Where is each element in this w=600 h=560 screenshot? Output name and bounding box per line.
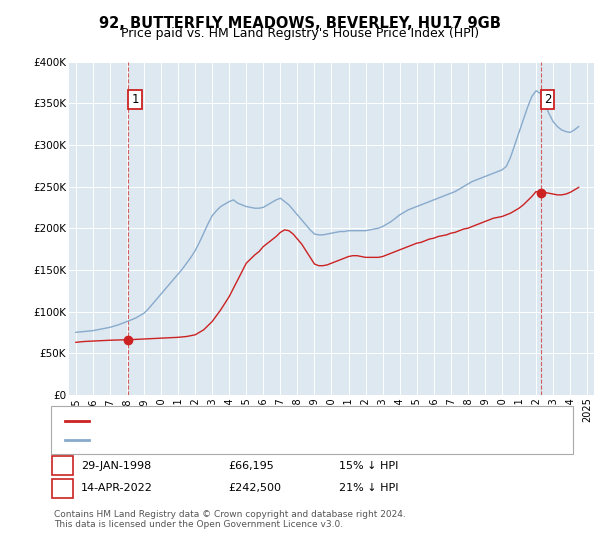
Text: 21% ↓ HPI: 21% ↓ HPI [339,483,398,493]
Text: £242,500: £242,500 [228,483,281,493]
Text: £66,195: £66,195 [228,461,274,471]
Text: 29-JAN-1998: 29-JAN-1998 [81,461,151,471]
Text: 15% ↓ HPI: 15% ↓ HPI [339,461,398,471]
Text: 1: 1 [59,461,66,471]
Text: 2: 2 [59,483,66,493]
Text: 14-APR-2022: 14-APR-2022 [81,483,153,493]
Text: Contains HM Land Registry data © Crown copyright and database right 2024.
This d: Contains HM Land Registry data © Crown c… [54,510,406,529]
Text: 92, BUTTERFLY MEADOWS, BEVERLEY, HU17 9GB: 92, BUTTERFLY MEADOWS, BEVERLEY, HU17 9G… [99,16,501,31]
Text: 2: 2 [544,92,551,106]
Text: HPI: Average price, detached house, East Riding of Yorkshire: HPI: Average price, detached house, East… [93,435,395,445]
Text: 92, BUTTERFLY MEADOWS, BEVERLEY, HU17 9GB (detached house): 92, BUTTERFLY MEADOWS, BEVERLEY, HU17 9G… [93,416,430,426]
Text: 1: 1 [131,92,139,106]
Text: Price paid vs. HM Land Registry's House Price Index (HPI): Price paid vs. HM Land Registry's House … [121,27,479,40]
